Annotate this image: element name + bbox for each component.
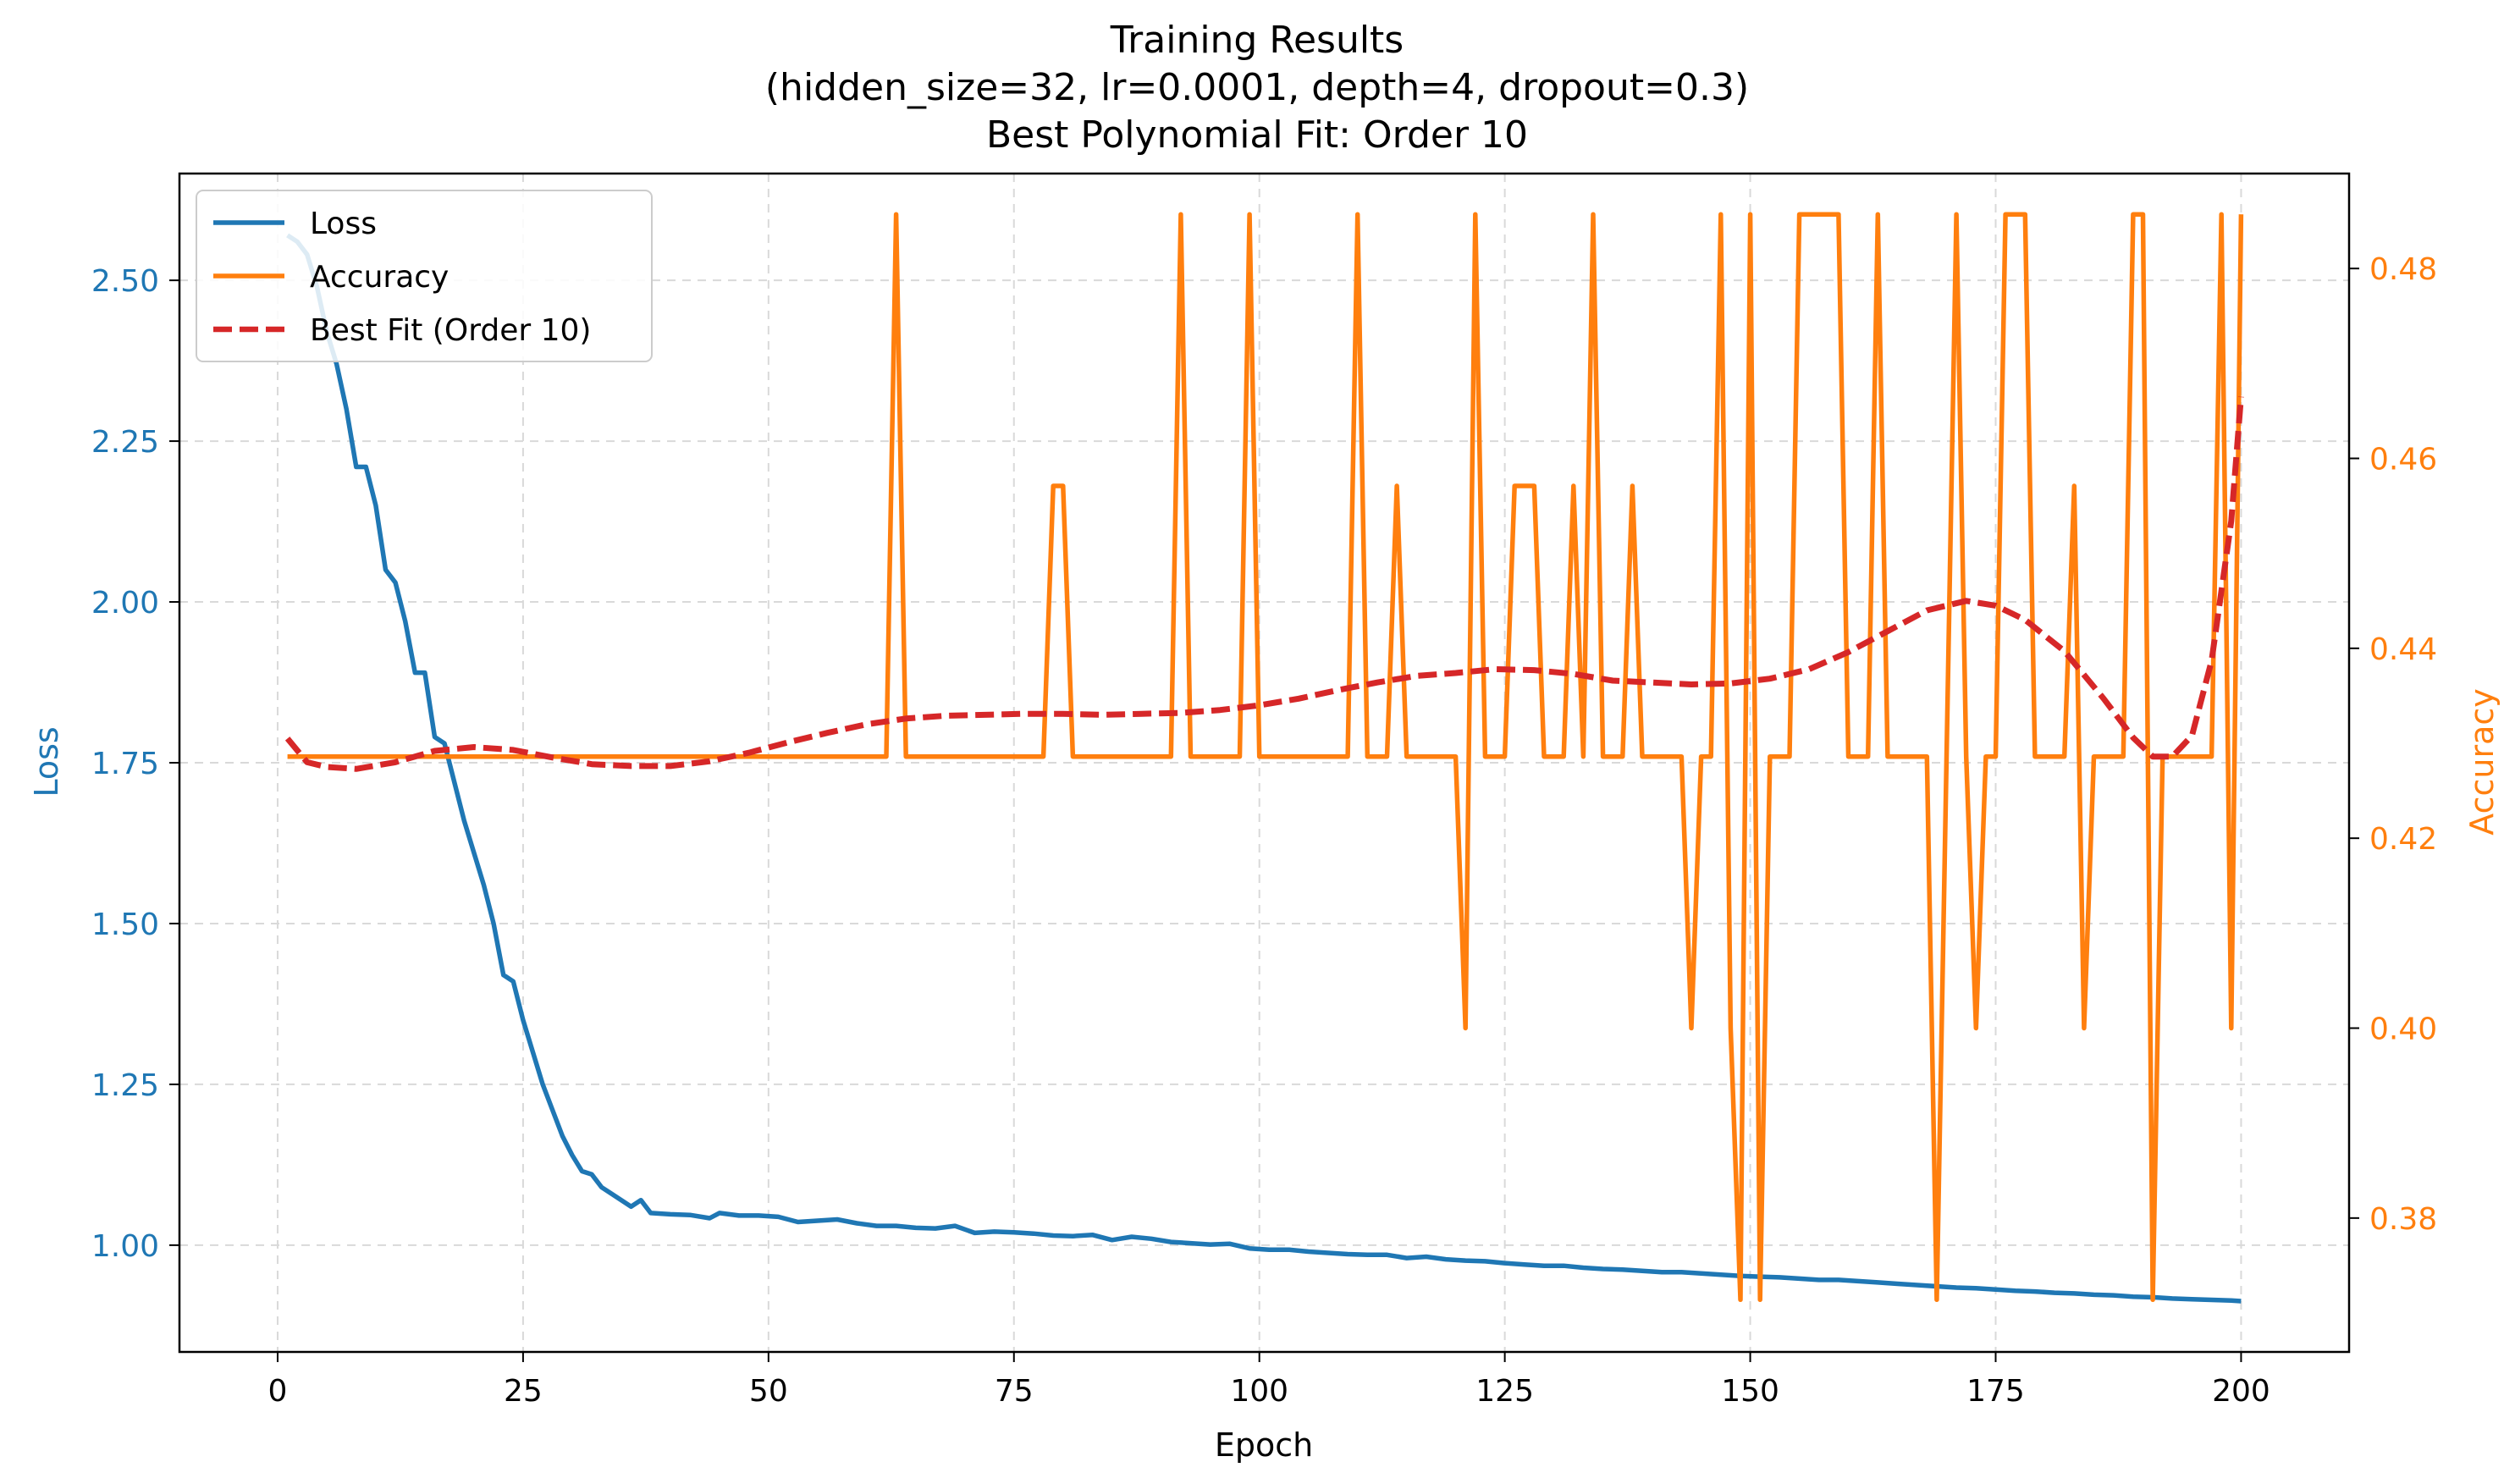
chart-title: Training Results (hidden_size=32, lr=0.0… xyxy=(765,19,1749,157)
y-left-tick-label: 2.25 xyxy=(91,425,159,460)
legend-box xyxy=(196,190,653,362)
x-axis-label: Epoch xyxy=(1215,1426,1313,1464)
x-tick-label: 50 xyxy=(749,1374,788,1409)
x-tick-label: 100 xyxy=(1230,1374,1288,1409)
chart-title-line-2: (hidden_size=32, lr=0.0001, depth=4, dro… xyxy=(765,66,1749,109)
legend-label-best-fit: Best Fit (Order 10) xyxy=(310,313,591,348)
x-axis: 0 25 50 75 100 125 150 175 200 xyxy=(268,1352,2270,1409)
chart-title-line-3: Best Polynomial Fit: Order 10 xyxy=(986,113,1528,157)
accuracy-line xyxy=(287,212,2244,1303)
y-left-tick-label: 1.50 xyxy=(91,908,159,942)
y-axis-right-label: Accuracy xyxy=(2463,688,2501,836)
x-tick-label: 25 xyxy=(504,1374,543,1409)
y-axis-left-label: Loss xyxy=(28,726,65,797)
y-axis-left: 1.00 1.25 1.50 1.75 2.00 2.25 2.50 xyxy=(91,264,179,1264)
best-fit-line xyxy=(284,396,2244,772)
y-left-tick-label: 1.75 xyxy=(91,747,159,781)
grid-lines xyxy=(179,174,2349,1352)
x-tick-label: 0 xyxy=(268,1374,288,1409)
x-tick-label: 175 xyxy=(1966,1374,2025,1409)
x-tick-label: 200 xyxy=(2212,1374,2270,1409)
chart-title-line-1: Training Results xyxy=(1110,19,1404,62)
loss-line xyxy=(286,233,2242,1304)
y-right-tick-label: 0.40 xyxy=(2369,1012,2437,1047)
y-left-tick-label: 2.50 xyxy=(91,264,159,299)
legend-label-loss: Loss xyxy=(310,207,377,241)
y-left-tick-label: 1.00 xyxy=(91,1229,159,1264)
x-tick-label: 75 xyxy=(995,1374,1034,1409)
x-tick-label: 150 xyxy=(1721,1374,1779,1409)
legend: Loss Accuracy Best Fit (Order 10) xyxy=(196,190,653,362)
y-right-tick-label: 0.44 xyxy=(2369,632,2437,667)
y-right-tick-label: 0.46 xyxy=(2369,443,2437,477)
y-right-tick-label: 0.48 xyxy=(2369,252,2437,287)
y-left-tick-label: 2.00 xyxy=(91,586,159,621)
legend-label-accuracy: Accuracy xyxy=(310,260,449,295)
y-right-tick-label: 0.38 xyxy=(2369,1202,2437,1237)
y-left-tick-label: 1.25 xyxy=(91,1068,159,1103)
series-layer xyxy=(284,212,2244,1304)
y-axis-right: 0.38 0.40 0.42 0.44 0.46 0.48 xyxy=(2349,252,2437,1237)
x-tick-label: 125 xyxy=(1475,1374,1534,1409)
y-right-tick-label: 0.42 xyxy=(2369,822,2437,857)
